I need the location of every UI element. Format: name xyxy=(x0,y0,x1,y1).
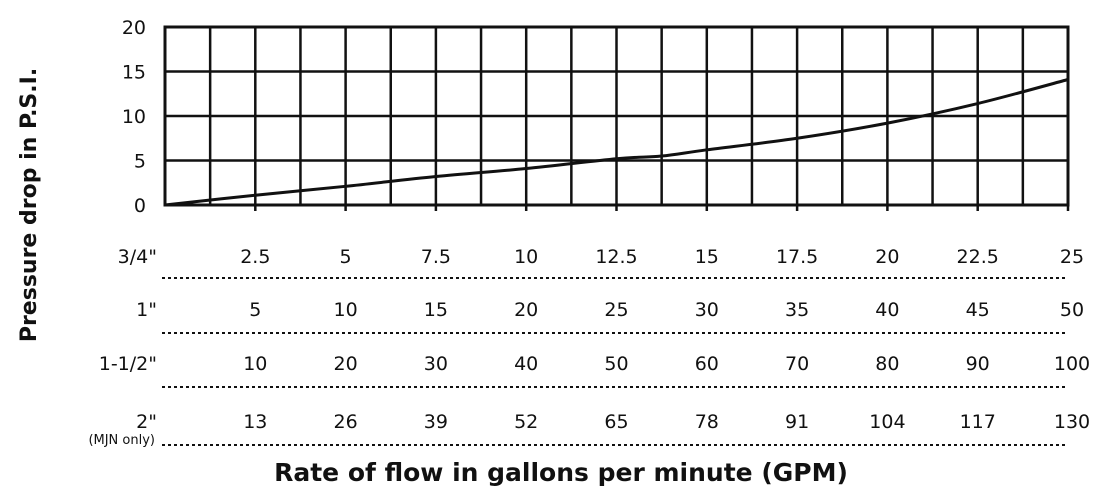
y-tick-label: 20 xyxy=(122,17,146,39)
pipe-size-label: 3/4" xyxy=(118,246,157,268)
y-tick-label: 10 xyxy=(122,106,146,128)
flow-value: 40 xyxy=(875,299,899,321)
x-axis-label: Rate of flow in gallons per minute (GPM) xyxy=(274,458,848,487)
flow-value: 100 xyxy=(1054,353,1090,375)
chart-grid xyxy=(163,25,1070,211)
flow-value: 5 xyxy=(340,246,352,268)
flow-value: 130 xyxy=(1054,411,1090,433)
flow-table-row: 1" 5 10 15 20 25 30 35 40 45 50 xyxy=(136,299,1084,334)
pipe-size-label: 1-1/2" xyxy=(99,353,157,375)
flow-value: 20 xyxy=(514,299,538,321)
flow-value: 50 xyxy=(604,353,628,375)
flow-table-row: 3/4" 2.5 5 7.5 10 12.5 15 17.5 20 22.5 25 xyxy=(118,246,1084,279)
flow-value: 25 xyxy=(604,299,628,321)
flow-value: 25 xyxy=(1060,246,1084,268)
flow-value: 70 xyxy=(785,353,809,375)
flow-value: 35 xyxy=(785,299,809,321)
flow-value: 117 xyxy=(960,411,996,433)
flow-value: 78 xyxy=(695,411,719,433)
y-tick-label: 0 xyxy=(134,195,146,217)
pipe-size-note: (MJN only) xyxy=(88,433,155,448)
flow-value: 26 xyxy=(334,411,358,433)
flow-value: 13 xyxy=(243,411,267,433)
y-axis-ticks: 20 15 10 5 0 xyxy=(122,17,146,217)
flow-value: 65 xyxy=(604,411,628,433)
flow-value: 7.5 xyxy=(421,246,451,268)
flow-value: 52 xyxy=(514,411,538,433)
flow-value: 22.5 xyxy=(957,246,999,268)
pressure-drop-curve xyxy=(164,78,1069,207)
flow-table-row: 1-1/2" 10 20 30 40 50 60 70 80 90 100 xyxy=(99,353,1090,388)
flow-value: 5 xyxy=(249,299,261,321)
flow-table-row: 2"(MJN only) 13 26 39 52 65 78 91 104 117 130 xyxy=(88,411,1090,448)
y-tick-label: 15 xyxy=(122,62,146,84)
flow-value: 104 xyxy=(869,411,905,433)
flow-value: 80 xyxy=(875,353,899,375)
flow-rate-table: 3/4" 2.5 5 7.5 10 12.5 15 17.5 20 22.5 25 1" 5 10 15 20… xyxy=(88,246,1090,448)
flow-value: 45 xyxy=(966,299,990,321)
flow-value: 17.5 xyxy=(776,246,818,268)
flow-value: 30 xyxy=(695,299,719,321)
pipe-size-label: 1" xyxy=(136,299,157,321)
flow-value: 30 xyxy=(424,353,448,375)
flow-value: 40 xyxy=(514,353,538,375)
flow-value: 91 xyxy=(785,411,809,433)
flow-value: 50 xyxy=(1060,299,1084,321)
flow-value: 39 xyxy=(424,411,448,433)
flow-value: 15 xyxy=(424,299,448,321)
flow-value: 10 xyxy=(334,299,358,321)
flow-value: 60 xyxy=(695,353,719,375)
flow-value: 10 xyxy=(514,246,538,268)
flow-value: 10 xyxy=(243,353,267,375)
flow-value: 12.5 xyxy=(595,246,637,268)
flow-value: 20 xyxy=(875,246,899,268)
flow-value: 20 xyxy=(334,353,358,375)
y-tick-label: 5 xyxy=(134,151,146,173)
pipe-size-label: 2" xyxy=(136,411,157,433)
flow-value: 90 xyxy=(966,353,990,375)
flow-value: 2.5 xyxy=(240,246,270,268)
flow-value: 15 xyxy=(695,246,719,268)
y-axis-label: Pressure drop in P.S.I. xyxy=(17,68,42,342)
